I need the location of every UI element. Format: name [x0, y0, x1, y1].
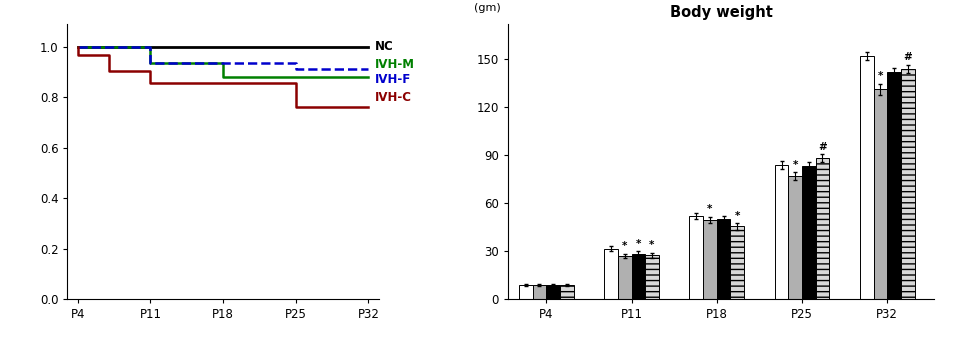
- Bar: [900, 69, 915, 299]
- Bar: [560, 285, 574, 299]
- Bar: [533, 285, 546, 299]
- Text: *: *: [877, 71, 883, 82]
- Bar: [873, 89, 887, 299]
- Bar: [887, 72, 900, 299]
- Text: IVH-F: IVH-F: [375, 73, 411, 86]
- Text: (gm): (gm): [474, 3, 501, 13]
- Text: IVH-M: IVH-M: [375, 58, 415, 71]
- Text: #: #: [819, 142, 827, 152]
- Bar: [519, 285, 533, 299]
- Bar: [860, 56, 873, 299]
- Text: *: *: [707, 204, 713, 214]
- Bar: [774, 165, 789, 299]
- Bar: [645, 255, 659, 299]
- Bar: [703, 220, 716, 299]
- Text: IVH-C: IVH-C: [375, 90, 412, 104]
- Bar: [546, 285, 560, 299]
- Text: NC: NC: [375, 40, 394, 53]
- Bar: [604, 249, 618, 299]
- Bar: [802, 166, 816, 299]
- Bar: [690, 216, 703, 299]
- Text: *: *: [636, 239, 641, 249]
- Title: Body weight: Body weight: [669, 5, 772, 20]
- Text: *: *: [622, 241, 627, 251]
- Bar: [816, 158, 829, 299]
- Bar: [632, 254, 645, 299]
- Bar: [730, 226, 744, 299]
- Text: *: *: [735, 211, 740, 221]
- Text: *: *: [793, 159, 798, 170]
- Text: #: #: [903, 52, 912, 62]
- Bar: [789, 176, 802, 299]
- Bar: [618, 256, 632, 299]
- Bar: [716, 219, 730, 299]
- Text: *: *: [649, 240, 655, 250]
